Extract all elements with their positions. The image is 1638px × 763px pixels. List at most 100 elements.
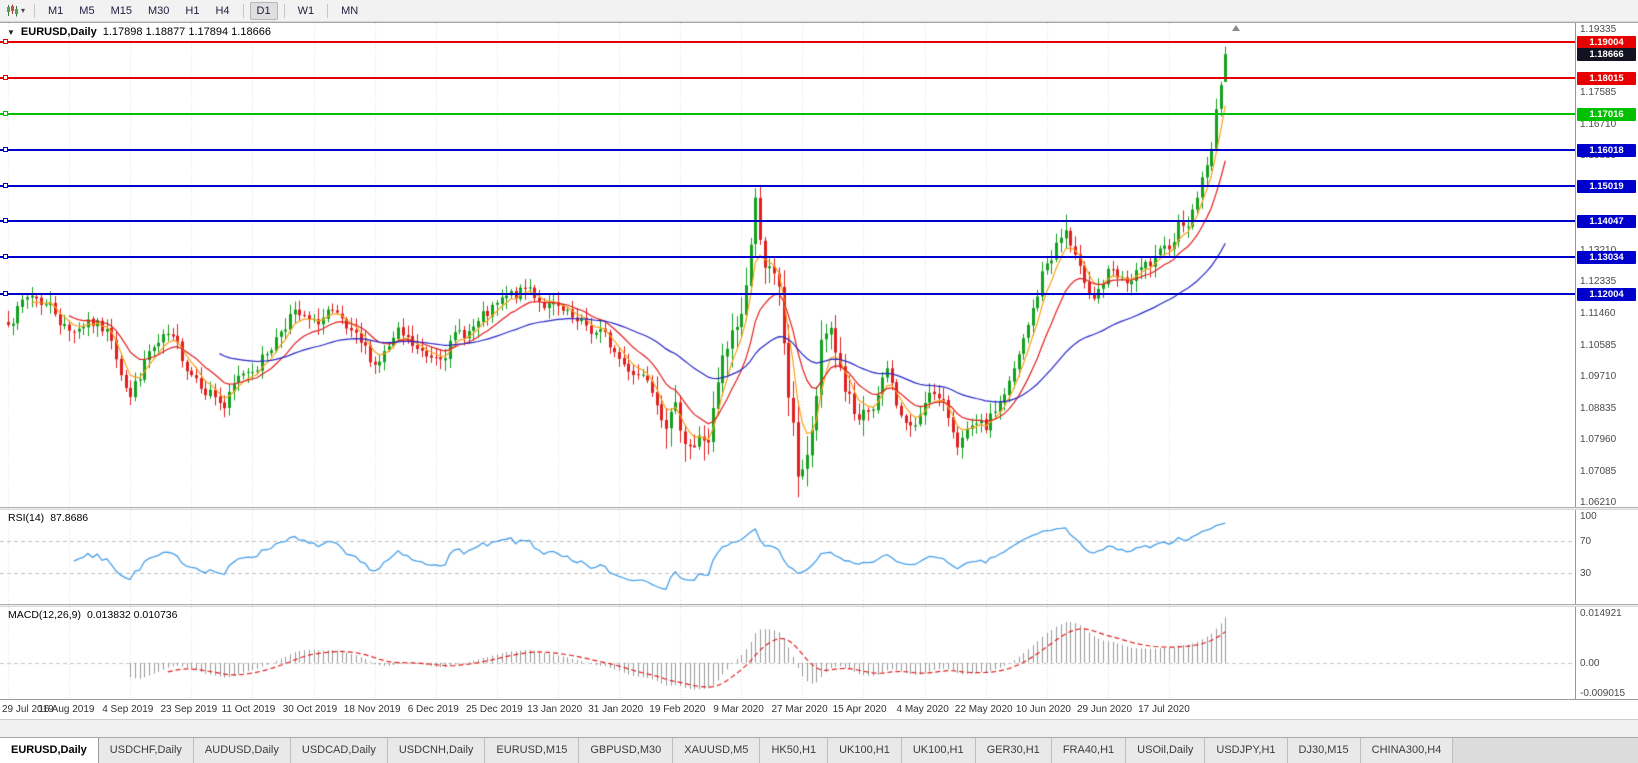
chart-tabs-bar: EURUSD,Daily USDCHF,Daily AUDUSD,Daily USDC… xyxy=(0,737,1638,763)
price-line-label-1-14047: 1.14047 xyxy=(1577,214,1636,228)
date-axis-label: 18 Nov 2019 xyxy=(343,704,401,715)
price-axis-label: 1.07960 xyxy=(1580,434,1617,446)
date-axis-label: 22 May 2020 xyxy=(954,704,1013,715)
price-axis-label: 1.13210 xyxy=(1580,245,1616,256)
price-axis-label: 1.17585 xyxy=(1580,87,1617,99)
chart-title: ▼ EURUSD,Daily 1.17898 1.18877 1.17894 1… xyxy=(7,26,271,38)
toolbar: ▾ M1 M5 M15 M30 H1 H4 D1 W1 MN xyxy=(0,0,1638,22)
price-chart-panel[interactable]: ▼ EURUSD,Daily 1.17898 1.18877 1.17894 1… xyxy=(0,23,1575,507)
date-axis-label: 27 Mar 2020 xyxy=(771,704,828,715)
chart-tab-eurusd-m15[interactable]: EURUSD,M15 xyxy=(485,738,580,763)
price-line-label-1-15019: 1.15019 xyxy=(1577,179,1636,193)
date-axis-label: 31 Jan 2020 xyxy=(588,704,644,715)
chart-tab-usdcad-daily[interactable]: USDCAD,Daily xyxy=(290,738,388,763)
current-price-label: 1.18666 xyxy=(1577,47,1636,61)
chart-ohlc-values: 1.17898 1.18877 1.17894 1.18666 xyxy=(102,26,271,38)
date-axis-label: 25 Dec 2019 xyxy=(466,704,523,715)
bottom-spacer xyxy=(0,719,1638,738)
date-axis-label: 10 Jun 2020 xyxy=(1015,704,1071,715)
rsi-value: 87.8686 xyxy=(50,512,89,524)
macd-canvas[interactable] xyxy=(0,607,1575,699)
price-axis-label: 1.06210 xyxy=(1580,497,1617,509)
chart-tab-china300-h4[interactable]: CHINA300,H4 xyxy=(1360,738,1454,763)
price-axis-label: 1.09710 xyxy=(1580,371,1617,383)
date-axis-label: 23 Sep 2019 xyxy=(160,704,218,715)
rsi-canvas[interactable] xyxy=(0,510,1575,604)
timeframe-button-m5[interactable]: M5 xyxy=(79,4,95,17)
timeframe-button-h4[interactable]: H4 xyxy=(215,4,230,17)
chart-tab-fra40-h1[interactable]: FRA40,H1 xyxy=(1051,738,1127,763)
date-axis-label: 29 Jul 2019 xyxy=(2,704,54,715)
macd-axis-label: 0.014921 xyxy=(1580,608,1622,619)
candlestick-chart-icon[interactable] xyxy=(4,3,20,19)
timeframe-button-w1[interactable]: W1 xyxy=(297,4,315,17)
chart-tab-dj30-m15[interactable]: DJ30,M15 xyxy=(1287,738,1361,763)
chart-tab-audusd-daily[interactable]: AUDUSD,Daily xyxy=(193,738,291,763)
chart-tab-uk100-h1[interactable]: UK100,H1 xyxy=(901,738,976,763)
chart-window: ▼ EURUSD,Daily 1.17898 1.18877 1.17894 1… xyxy=(0,22,1638,738)
rsi-label: RSI(14) 87.8686 xyxy=(8,512,88,524)
date-axis-label: 29 Jun 2020 xyxy=(1077,704,1133,715)
toolbar-divider xyxy=(283,3,285,18)
date-axis-label: 4 May 2020 xyxy=(896,704,949,715)
timeframe-button-d1[interactable]: D1 xyxy=(249,1,278,20)
chart-tab-gbpusd-m30[interactable]: GBPUSD,M30 xyxy=(579,738,674,763)
chart-tab-usdjpy-h1[interactable]: USDJPY,H1 xyxy=(1205,738,1288,763)
date-axis-label: 15 Apr 2020 xyxy=(832,704,887,715)
chart-shift-marker-icon[interactable] xyxy=(1232,25,1240,31)
macd-axis-label: -0.009015 xyxy=(1580,688,1626,699)
timeframe-button-m15[interactable]: M15 xyxy=(110,4,132,17)
chart-tab-ger30-h1[interactable]: GER30,H1 xyxy=(975,738,1052,763)
timeframe-button-group: M1 M5 M15 M30 H1 H4 D1 W1 MN xyxy=(40,1,366,20)
chart-tab-usdcnh-daily[interactable]: USDCNH,Daily xyxy=(387,738,486,763)
date-axis-label: 30 Oct 2019 xyxy=(282,704,338,715)
rsi-axis-label: 30 xyxy=(1580,568,1592,580)
price-line-label-1-16018: 1.16018 xyxy=(1577,143,1636,157)
chart-tab-usoil-daily[interactable]: USOil,Daily xyxy=(1126,738,1206,763)
price-line-label-1-12004: 1.12004 xyxy=(1577,288,1636,302)
price-line-label-1-13034: 1.13034 xyxy=(1577,251,1636,265)
candles-canvas[interactable] xyxy=(0,23,1575,507)
price-axis-label: 1.11460 xyxy=(1580,308,1616,320)
panel-separator[interactable] xyxy=(0,604,1638,607)
price-axis[interactable]: 1.193351.175851.167101.158351.132101.123… xyxy=(1575,23,1638,719)
timeframe-button-m1[interactable]: M1 xyxy=(48,4,64,17)
date-axis-label: 13 Jan 2020 xyxy=(527,704,583,715)
chart-tab-xauusd-m5[interactable]: XAUUSD,M5 xyxy=(673,738,761,763)
chart-symbol-label: EURUSD,Daily xyxy=(20,26,97,38)
timeframe-button-mn[interactable]: MN xyxy=(341,4,359,17)
symbol-dropdown-icon[interactable]: ▼ xyxy=(7,27,15,37)
macd-label: MACD(12,26,9) 0.013832 0.010736 xyxy=(8,609,177,621)
macd-name: MACD(12,26,9) xyxy=(8,609,81,621)
price-axis-label: 1.16710 xyxy=(1580,118,1617,130)
price-line-label-1-18015: 1.18015 xyxy=(1577,71,1636,85)
chart-tab-usdchf-daily[interactable]: USDCHF,Daily xyxy=(98,738,194,763)
timeframe-button-h1[interactable]: H1 xyxy=(185,4,200,17)
panel-separator[interactable] xyxy=(0,507,1638,510)
chart-tab-hk50-h1[interactable]: HK50,H1 xyxy=(760,738,829,763)
price-axis-label: 1.08835 xyxy=(1580,402,1617,414)
price-axis-label: 1.12335 xyxy=(1580,276,1617,288)
toolbar-divider xyxy=(34,3,36,18)
date-axis-label: 17 Jul 2020 xyxy=(1138,704,1190,715)
macd-axis-label: 0.00 xyxy=(1580,657,1600,669)
price-axis-label: 1.10585 xyxy=(1580,339,1617,351)
chart-type-dropdown-icon[interactable]: ▾ xyxy=(21,6,26,15)
price-axis-label: 1.07085 xyxy=(1580,465,1617,477)
toolbar-divider xyxy=(242,3,244,18)
rsi-axis-label: 70 xyxy=(1580,535,1592,547)
date-axis-label: 11 Oct 2019 xyxy=(221,704,276,715)
macd-indicator-panel[interactable]: MACD(12,26,9) 0.013832 0.010736 xyxy=(0,607,1575,699)
date-axis-label: 6 Dec 2019 xyxy=(407,704,459,715)
date-axis-label: 9 Mar 2020 xyxy=(713,704,764,715)
chart-tab-eurusd-daily[interactable]: EURUSD,Daily xyxy=(0,738,99,763)
timeframe-button-m30[interactable]: M30 xyxy=(147,4,170,17)
rsi-name: RSI(14) xyxy=(8,512,45,524)
date-axis[interactable]: 29 Jul 2019 16 Aug 2019 4 Sep 2019 23 Sep 2… xyxy=(0,699,1638,719)
chart-tab-uk100-h1[interactable]: UK100,H1 xyxy=(828,738,902,763)
rsi-indicator-panel[interactable]: RSI(14) 87.8686 xyxy=(0,510,1575,604)
date-axis-label: 19 Feb 2020 xyxy=(649,704,706,715)
price-axis-label: 1.19335 xyxy=(1580,24,1617,36)
toolbar-divider xyxy=(327,3,329,18)
